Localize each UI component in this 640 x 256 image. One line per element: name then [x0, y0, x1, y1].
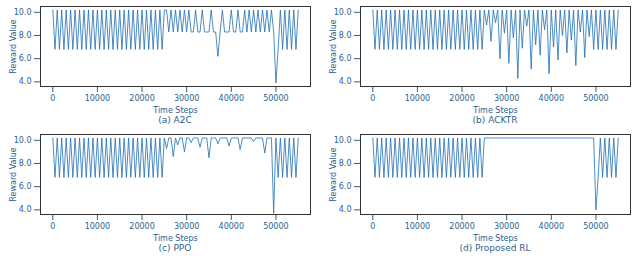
- svg-text:10.0: 10.0: [14, 8, 32, 17]
- svg-text:6.0: 6.0: [339, 54, 352, 63]
- svg-text:30000: 30000: [174, 222, 199, 231]
- svg-text:0: 0: [370, 222, 375, 231]
- html-text:(b) ACKTR: (b) ACKTR: [472, 115, 518, 125]
- html-text:(d) Proposed RL: (d) Proposed RL: [459, 243, 531, 253]
- svg-text:20000: 20000: [449, 94, 474, 103]
- svg-text:8.0: 8.0: [19, 31, 32, 40]
- svg-text:0: 0: [50, 94, 55, 103]
- svg-text:8.0: 8.0: [339, 159, 352, 168]
- svg-text:6.0: 6.0: [19, 182, 32, 191]
- svg-text:Time Steps: Time Steps: [472, 234, 518, 243]
- svg-text:10000: 10000: [405, 222, 430, 231]
- svg-text:Time Steps: Time Steps: [472, 106, 518, 115]
- svg-text:4.0: 4.0: [339, 77, 352, 86]
- svg-text:50000: 50000: [583, 94, 608, 103]
- svg-text:4.0: 4.0: [19, 77, 32, 86]
- svg-text:30000: 30000: [494, 222, 519, 231]
- svg-text:30000: 30000: [174, 94, 199, 103]
- svg-text:Time Steps: Time Steps: [152, 106, 198, 115]
- svg-text:Time Steps: Time Steps: [152, 234, 198, 243]
- svg-text:6.0: 6.0: [19, 54, 32, 63]
- svg-text:30000: 30000: [494, 94, 519, 103]
- svg-text:Reward Value: Reward Value: [9, 147, 18, 201]
- svg-text:10000: 10000: [85, 222, 110, 231]
- svg-text:0: 0: [50, 222, 55, 231]
- svg-text:40000: 40000: [539, 222, 564, 231]
- svg-text:10.0: 10.0: [334, 8, 352, 17]
- html-text:(a) A2C: (a) A2C: [158, 115, 192, 125]
- svg-text:10.0: 10.0: [14, 136, 32, 145]
- svg-text:Reward Value: Reward Value: [329, 147, 338, 201]
- svg-text:40000: 40000: [219, 94, 244, 103]
- svg-text:10000: 10000: [405, 94, 430, 103]
- svg-text:50000: 50000: [263, 94, 288, 103]
- svg-text:Reward Value: Reward Value: [329, 19, 338, 73]
- svg-text:20000: 20000: [129, 94, 154, 103]
- svg-text:40000: 40000: [539, 94, 564, 103]
- svg-text:8.0: 8.0: [19, 159, 32, 168]
- svg-text:10.0: 10.0: [334, 136, 352, 145]
- html-text:(c) PPO: (c) PPO: [158, 243, 192, 253]
- svg-text:20000: 20000: [129, 222, 154, 231]
- svg-text:0: 0: [370, 94, 375, 103]
- svg-text:8.0: 8.0: [339, 31, 352, 40]
- svg-text:20000: 20000: [449, 222, 474, 231]
- svg-text:50000: 50000: [263, 222, 288, 231]
- svg-text:50000: 50000: [583, 222, 608, 231]
- svg-text:4.0: 4.0: [19, 205, 32, 214]
- svg-text:10000: 10000: [85, 94, 110, 103]
- svg-text:6.0: 6.0: [339, 182, 352, 191]
- svg-text:Reward Value: Reward Value: [9, 19, 18, 73]
- svg-text:40000: 40000: [219, 222, 244, 231]
- svg-text:4.0: 4.0: [339, 205, 352, 214]
